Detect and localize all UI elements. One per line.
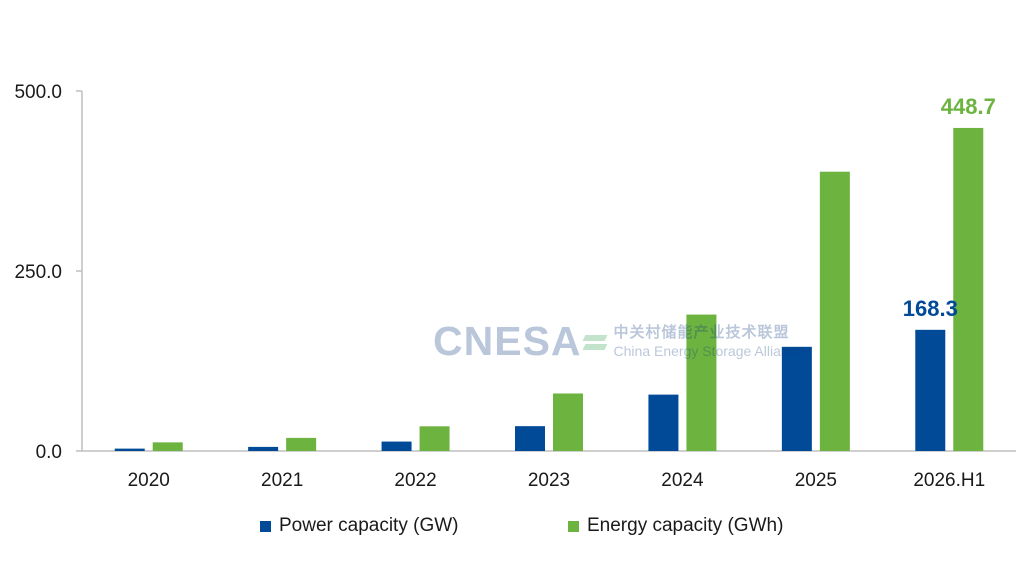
y-tick-label: 250.0 [14, 262, 62, 283]
y-tick-label: 500.0 [14, 82, 62, 103]
data-label: 448.7 [941, 94, 996, 119]
x-tick-label: 2020 [128, 470, 170, 491]
bar-power [248, 446, 279, 451]
labels: 2020 2021 2022 2023 2024 2025 2026.H1 168.3 448.… [128, 94, 996, 491]
data-label: 168.3 [903, 296, 958, 321]
legend: Power capacity (GW) Energy capacity (GWh… [0, 515, 1024, 545]
bar-power [381, 441, 412, 451]
watermark-name-cn: 中关村储能产业技术联盟 [613, 323, 790, 341]
x-tick-label: 2024 [661, 470, 704, 491]
bar-power [915, 329, 946, 451]
x-tick-label: 2026.H1 [913, 470, 985, 491]
y-tick-label: 0.0 [36, 442, 62, 463]
cnesa-watermark: CNESA 中关村储能产业技术联盟 China Energy Storage A… [433, 318, 803, 365]
bar-energy [686, 314, 717, 451]
x-tick-label: 2023 [528, 470, 570, 491]
bar-energy [819, 171, 850, 451]
bar-power [781, 346, 812, 451]
x-tick-label: 2025 [795, 470, 837, 491]
bar-energy [419, 426, 450, 451]
axes: 0.0 250.0 500.0 [14, 82, 1016, 463]
bars [114, 127, 984, 451]
legend-swatch-power [260, 520, 271, 532]
bar-power [648, 394, 679, 451]
legend-label-power: Power capacity (GW) [279, 515, 459, 536]
watermark-name-en: China Energy Storage Alliance [613, 342, 804, 359]
watermark-logo: CNESA [433, 318, 582, 364]
legend-item-power: Power capacity (GW) [260, 515, 458, 537]
bar-power [114, 448, 145, 451]
bar-energy [553, 393, 583, 451]
legend-item-energy: Energy capacity (GWh) [568, 515, 783, 537]
bar-power [515, 426, 545, 451]
bar-energy [286, 437, 317, 451]
x-tick-label: 2022 [394, 470, 436, 491]
cnesa-logo-icon [584, 331, 606, 353]
bar-energy [953, 127, 984, 451]
legend-label-energy: Energy capacity (GWh) [587, 515, 784, 536]
watermark-text: 中关村储能产业技术联盟 China Energy Storage Allianc… [614, 324, 804, 360]
legend-swatch-energy [568, 520, 579, 532]
bar-energy [152, 442, 183, 451]
x-tick-label: 2021 [261, 470, 303, 491]
